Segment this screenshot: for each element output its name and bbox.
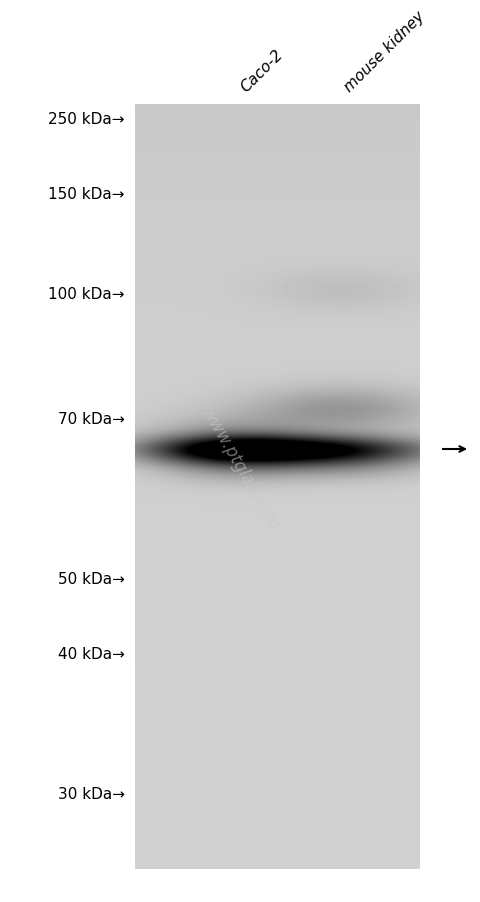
Text: 70 kDa→: 70 kDa→: [58, 412, 125, 427]
Text: mouse kidney: mouse kidney: [341, 9, 428, 95]
Text: 40 kDa→: 40 kDa→: [58, 647, 125, 662]
Text: 100 kDa→: 100 kDa→: [48, 287, 125, 302]
Text: 50 kDa→: 50 kDa→: [58, 572, 125, 587]
Text: 250 kDa→: 250 kDa→: [48, 113, 125, 127]
Text: 150 kDa→: 150 kDa→: [48, 188, 125, 202]
Text: www.ptglab.com: www.ptglab.com: [197, 404, 283, 534]
Text: Caco-2: Caco-2: [238, 47, 286, 95]
Text: 30 kDa→: 30 kDa→: [58, 787, 125, 802]
